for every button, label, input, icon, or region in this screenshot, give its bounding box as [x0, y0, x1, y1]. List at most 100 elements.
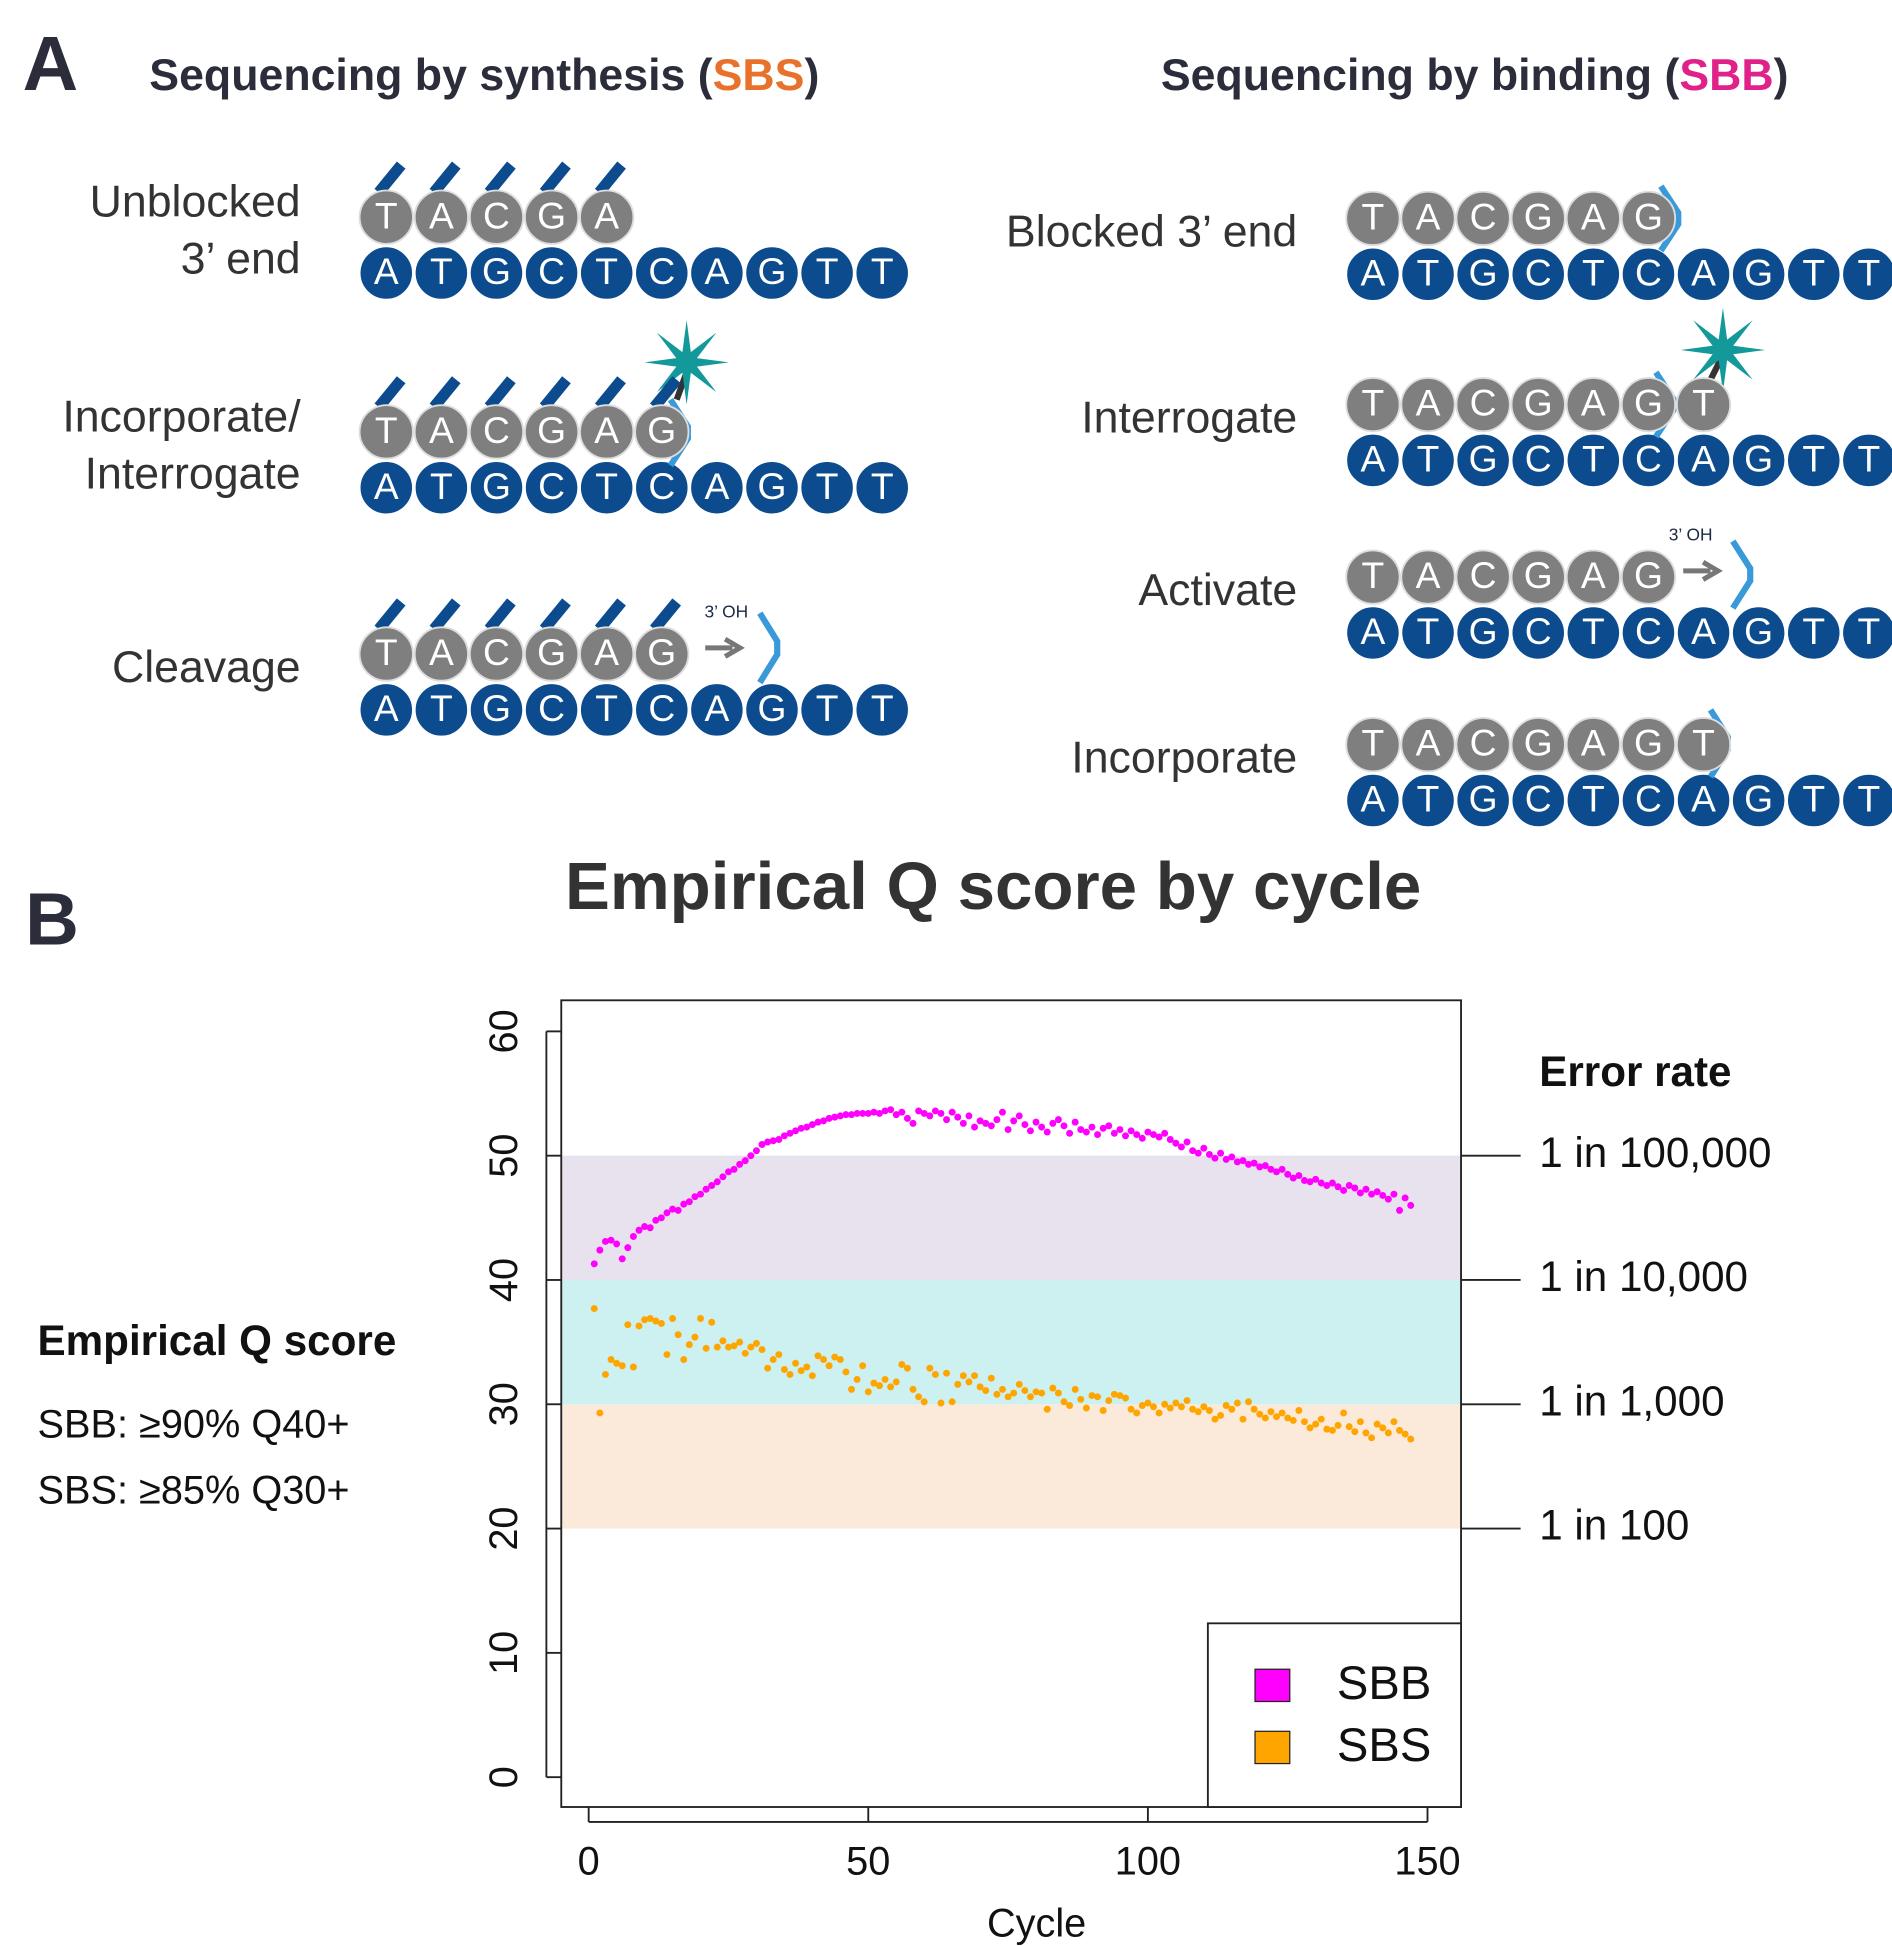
- data-point: [674, 1206, 682, 1214]
- data-point: [613, 1240, 621, 1248]
- data-point: [786, 1129, 794, 1137]
- data-point: [1105, 1397, 1113, 1405]
- base-bead: [854, 682, 910, 738]
- base-bead: [1455, 376, 1511, 433]
- base-bead: [1345, 190, 1401, 247]
- base-letter: C: [648, 687, 675, 729]
- base-letter: C: [1470, 382, 1497, 424]
- base-bead: [1400, 190, 1456, 247]
- data-point: [1390, 1418, 1398, 1426]
- data-point: [814, 1352, 822, 1360]
- data-point: [825, 1114, 833, 1122]
- base-letter: C: [1470, 195, 1497, 237]
- y2-tick-label: 1 in 10,000: [1539, 1253, 1748, 1300]
- data-point: [987, 1374, 995, 1382]
- data-point: [1194, 1149, 1202, 1157]
- data-point: [1273, 1168, 1280, 1176]
- data-point: [702, 1185, 710, 1193]
- base-letter: T: [1582, 778, 1605, 820]
- base-letter: A: [1691, 438, 1716, 480]
- base-bead: [1510, 246, 1566, 302]
- data-point: [1094, 1131, 1102, 1139]
- heading: Sequencing by binding (SBB): [1161, 51, 1789, 100]
- data-point: [959, 1372, 967, 1380]
- data-point: [657, 1320, 665, 1327]
- data-point: [1127, 1127, 1135, 1135]
- data-point: [702, 1344, 710, 1352]
- data-point: [1049, 1384, 1057, 1392]
- base-bead: [1620, 549, 1677, 605]
- data-point: [747, 1343, 755, 1351]
- data-point: [629, 1232, 637, 1240]
- data-point: [1239, 1415, 1247, 1423]
- data-point: [764, 1138, 772, 1146]
- data-point: [1261, 1162, 1269, 1170]
- data-point: [1356, 1418, 1364, 1426]
- data-point: [965, 1112, 973, 1120]
- base-bead: [1510, 549, 1566, 605]
- base-bead: [799, 460, 855, 516]
- backbone-stripe: [594, 598, 626, 633]
- data-point: [1368, 1190, 1376, 1198]
- data-point: [1306, 1178, 1314, 1186]
- base-letter: T: [1692, 722, 1715, 764]
- data-point: [1217, 1149, 1225, 1157]
- data-point: [1194, 1408, 1202, 1416]
- data-point: [1038, 1389, 1046, 1397]
- data-point: [1138, 1402, 1146, 1409]
- base-bead: [468, 626, 525, 682]
- data-point: [1245, 1398, 1253, 1406]
- base-bead: [468, 404, 525, 460]
- data-point: [1368, 1434, 1376, 1442]
- data-point: [1054, 1116, 1062, 1124]
- data-point: [836, 1356, 844, 1364]
- data-point: [1010, 1389, 1018, 1397]
- data-point: [1026, 1127, 1034, 1135]
- base-letter: A: [1581, 554, 1606, 596]
- data-point: [803, 1363, 811, 1371]
- base-letter: A: [1691, 251, 1716, 293]
- data-point: [1228, 1153, 1236, 1161]
- data-point: [1233, 1399, 1241, 1407]
- data-point: [1054, 1389, 1062, 1397]
- base-bead: [1675, 772, 1732, 829]
- data-point: [1289, 1416, 1297, 1424]
- data-point: [1183, 1138, 1191, 1146]
- base-letter: A: [1361, 610, 1386, 652]
- data-point: [803, 1123, 811, 1131]
- data-point: [613, 1359, 621, 1367]
- y2-tick-label: 1 in 1,000: [1539, 1377, 1724, 1424]
- base-letter: A: [1691, 610, 1716, 652]
- data-point: [1373, 1188, 1381, 1196]
- base-bead: [1620, 717, 1677, 773]
- base-bead: [854, 460, 910, 516]
- data-point: [1161, 1129, 1169, 1137]
- data-point: [741, 1157, 749, 1165]
- data-point: [1312, 1175, 1320, 1183]
- base-letter: G: [758, 250, 787, 292]
- data-point: [1032, 1118, 1040, 1126]
- data-point: [1071, 1385, 1079, 1393]
- data-point: [836, 1112, 844, 1120]
- heading-text: Sequencing by synthesis (: [149, 51, 712, 100]
- data-point: [1161, 1400, 1169, 1408]
- base-bead: [1620, 772, 1677, 829]
- y-tick-label: 50: [482, 1134, 526, 1178]
- base-letter: T: [816, 250, 839, 292]
- data-point: [607, 1356, 615, 1364]
- data-point: [1261, 1414, 1269, 1422]
- data-point: [786, 1370, 794, 1378]
- data-point: [976, 1117, 984, 1125]
- base-bead: [1510, 772, 1566, 829]
- data-point: [1105, 1122, 1113, 1130]
- base-letter: T: [1582, 610, 1605, 652]
- step-label: 3’ end: [181, 235, 301, 284]
- data-point: [601, 1237, 609, 1245]
- data-point: [1351, 1184, 1359, 1192]
- data-point: [1189, 1147, 1197, 1155]
- step-label: Interrogate: [1081, 394, 1297, 443]
- base-letter: G: [1634, 195, 1663, 237]
- base-letter: C: [538, 465, 565, 507]
- data-point: [875, 1109, 883, 1117]
- data-point: [999, 1385, 1006, 1393]
